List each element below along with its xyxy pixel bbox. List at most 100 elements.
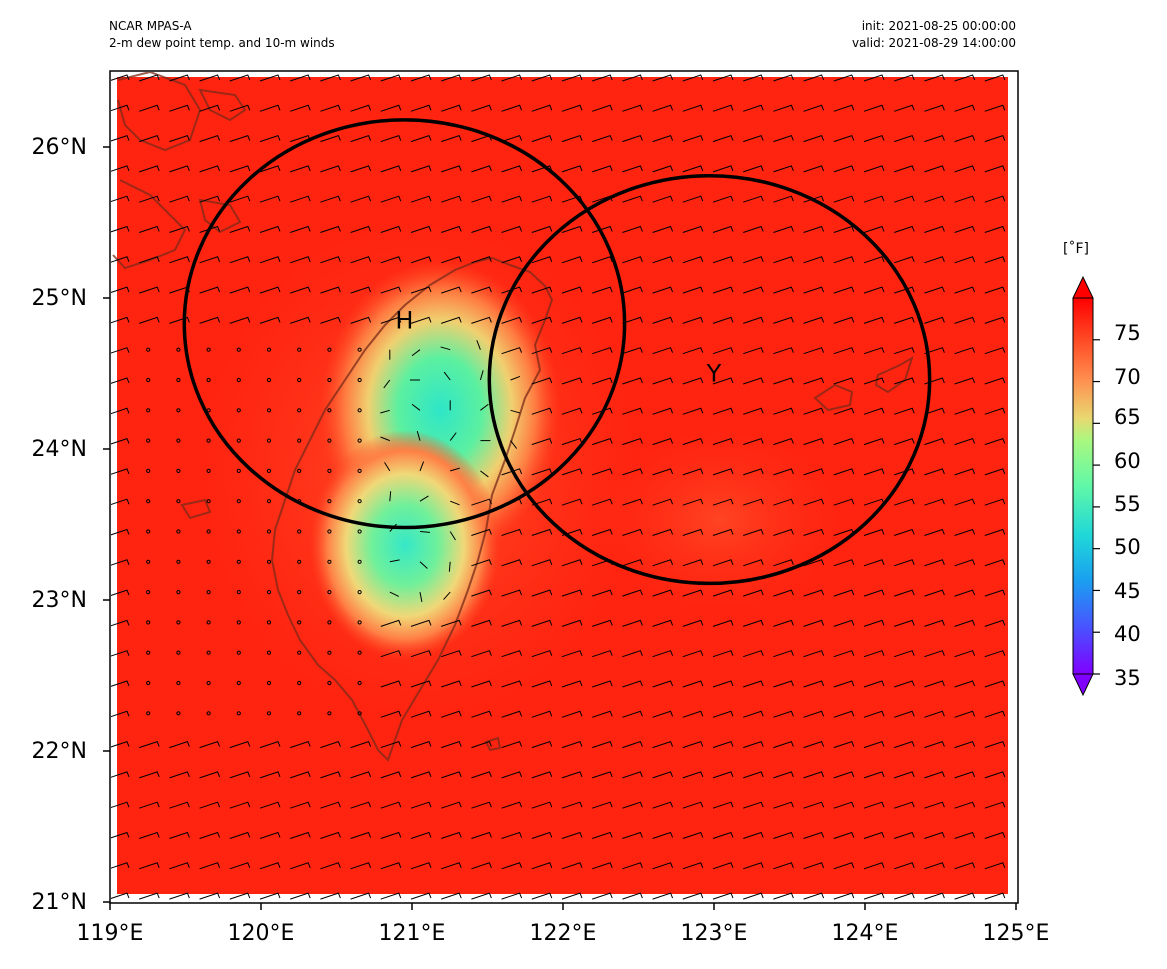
wind-barb: [471, 528, 492, 536]
calm-wind-marker: [357, 711, 362, 716]
warm-patch-east: [600, 430, 840, 610]
calm-wind-marker: [206, 711, 211, 716]
wind-barb: [773, 680, 794, 688]
wind-barb: [510, 440, 518, 449]
wind-barb: [682, 316, 704, 324]
orchid-island: [484, 736, 502, 752]
calm-wind-marker: [297, 620, 302, 625]
wind-barb: [471, 619, 492, 627]
wind-barb: [682, 862, 704, 870]
wind-barb: [320, 740, 341, 749]
wind-barb: [924, 771, 945, 779]
wind-barb: [863, 740, 885, 749]
wind-barb: [229, 740, 251, 749]
wind-barb: [229, 892, 251, 900]
wind-barb: [803, 134, 825, 143]
wind-barb: [984, 316, 1006, 324]
wind-barb: [712, 801, 734, 809]
ishigaki-island: [813, 383, 854, 412]
wind-barb: [833, 256, 855, 264]
wind-barb: [622, 740, 643, 749]
wind-barb: [833, 740, 855, 749]
wind-barb: [561, 407, 583, 415]
wind-barb: [380, 225, 402, 233]
wind-barb: [894, 710, 915, 718]
wind-barb: [652, 347, 674, 355]
calm-wind-marker: [266, 529, 272, 534]
wind-barb: [863, 165, 885, 173]
calm-wind-marker: [297, 377, 302, 383]
wind-barb: [712, 740, 734, 749]
wind-barb: [139, 134, 160, 143]
wind-barb: [924, 650, 945, 658]
wind-barb: [592, 134, 613, 143]
wind-barb: [410, 801, 432, 809]
wind-barb: [111, 862, 130, 869]
wind-barb: [833, 165, 855, 173]
calm-wind-marker: [236, 590, 241, 595]
wind-barb: [592, 801, 613, 809]
wind-barb: [682, 195, 704, 203]
wind-barb: [773, 650, 794, 658]
wind-barb: [954, 619, 976, 627]
wind-barb: [320, 771, 341, 779]
wind-barb: [833, 286, 855, 294]
wind-barb: [984, 831, 1006, 839]
field-description: 2-m dew point temp. and 10-m winds: [109, 36, 335, 50]
wind-barb: [954, 528, 976, 536]
wind-barb: [652, 437, 674, 446]
wind-barb: [833, 377, 855, 385]
wind-barb: [924, 286, 945, 294]
wind-barb: [561, 589, 583, 597]
chart-header-left: NCAR MPAS-A 2-m dew point temp. and 10-m…: [109, 18, 335, 52]
wind-barb: [924, 862, 945, 870]
wind-barb: [561, 650, 583, 658]
wind-barb: [622, 134, 643, 143]
wind-barb: [501, 862, 523, 870]
wind-barb: [290, 771, 311, 779]
wind-barb: [259, 256, 281, 264]
wind-barb: [501, 468, 523, 476]
wind-barb: [441, 862, 462, 870]
wind-barb: [531, 195, 553, 203]
wind-barb: [682, 528, 704, 536]
calm-wind-marker: [357, 590, 362, 595]
wind-barb: [169, 165, 190, 173]
wind-barb: [561, 134, 583, 143]
wind-barb: [169, 801, 190, 809]
wind-barb: [894, 74, 915, 82]
wind-barb: [531, 437, 553, 446]
colorbar-units: [˚F]: [1063, 241, 1089, 257]
wind-barb: [531, 589, 553, 597]
wind-barb: [682, 680, 704, 688]
wind-barb: [682, 407, 704, 415]
wind-barb: [443, 591, 451, 600]
wind-barb: [501, 710, 523, 718]
wind-barb: [682, 134, 704, 143]
wind-barb: [441, 256, 462, 264]
wind-barb: [743, 771, 764, 779]
wind-barb: [479, 370, 484, 381]
wind-barb: [199, 165, 221, 173]
wind-barb: [954, 740, 976, 749]
wind-barb: [984, 225, 1006, 233]
wind-barb: [743, 650, 764, 658]
wind-barb: [924, 134, 945, 143]
wind-barb: [410, 680, 432, 688]
wind-barb: [259, 801, 281, 809]
wind-barb: [773, 437, 794, 446]
wind-barb: [501, 559, 523, 567]
wind-barb: [592, 468, 613, 476]
wind-barb: [682, 559, 704, 567]
wind-barb: [531, 286, 553, 294]
wind-barb: [229, 225, 251, 233]
wind-barb: [441, 195, 462, 203]
wind-barb: [139, 74, 160, 82]
wind-barb: [290, 801, 311, 809]
calm-wind-marker: [206, 590, 211, 595]
wind-barb: [531, 225, 553, 233]
wind-barb: [954, 589, 976, 597]
wind-barb: [592, 740, 613, 749]
wind-barb: [894, 680, 915, 688]
wind-barb: [833, 437, 855, 446]
